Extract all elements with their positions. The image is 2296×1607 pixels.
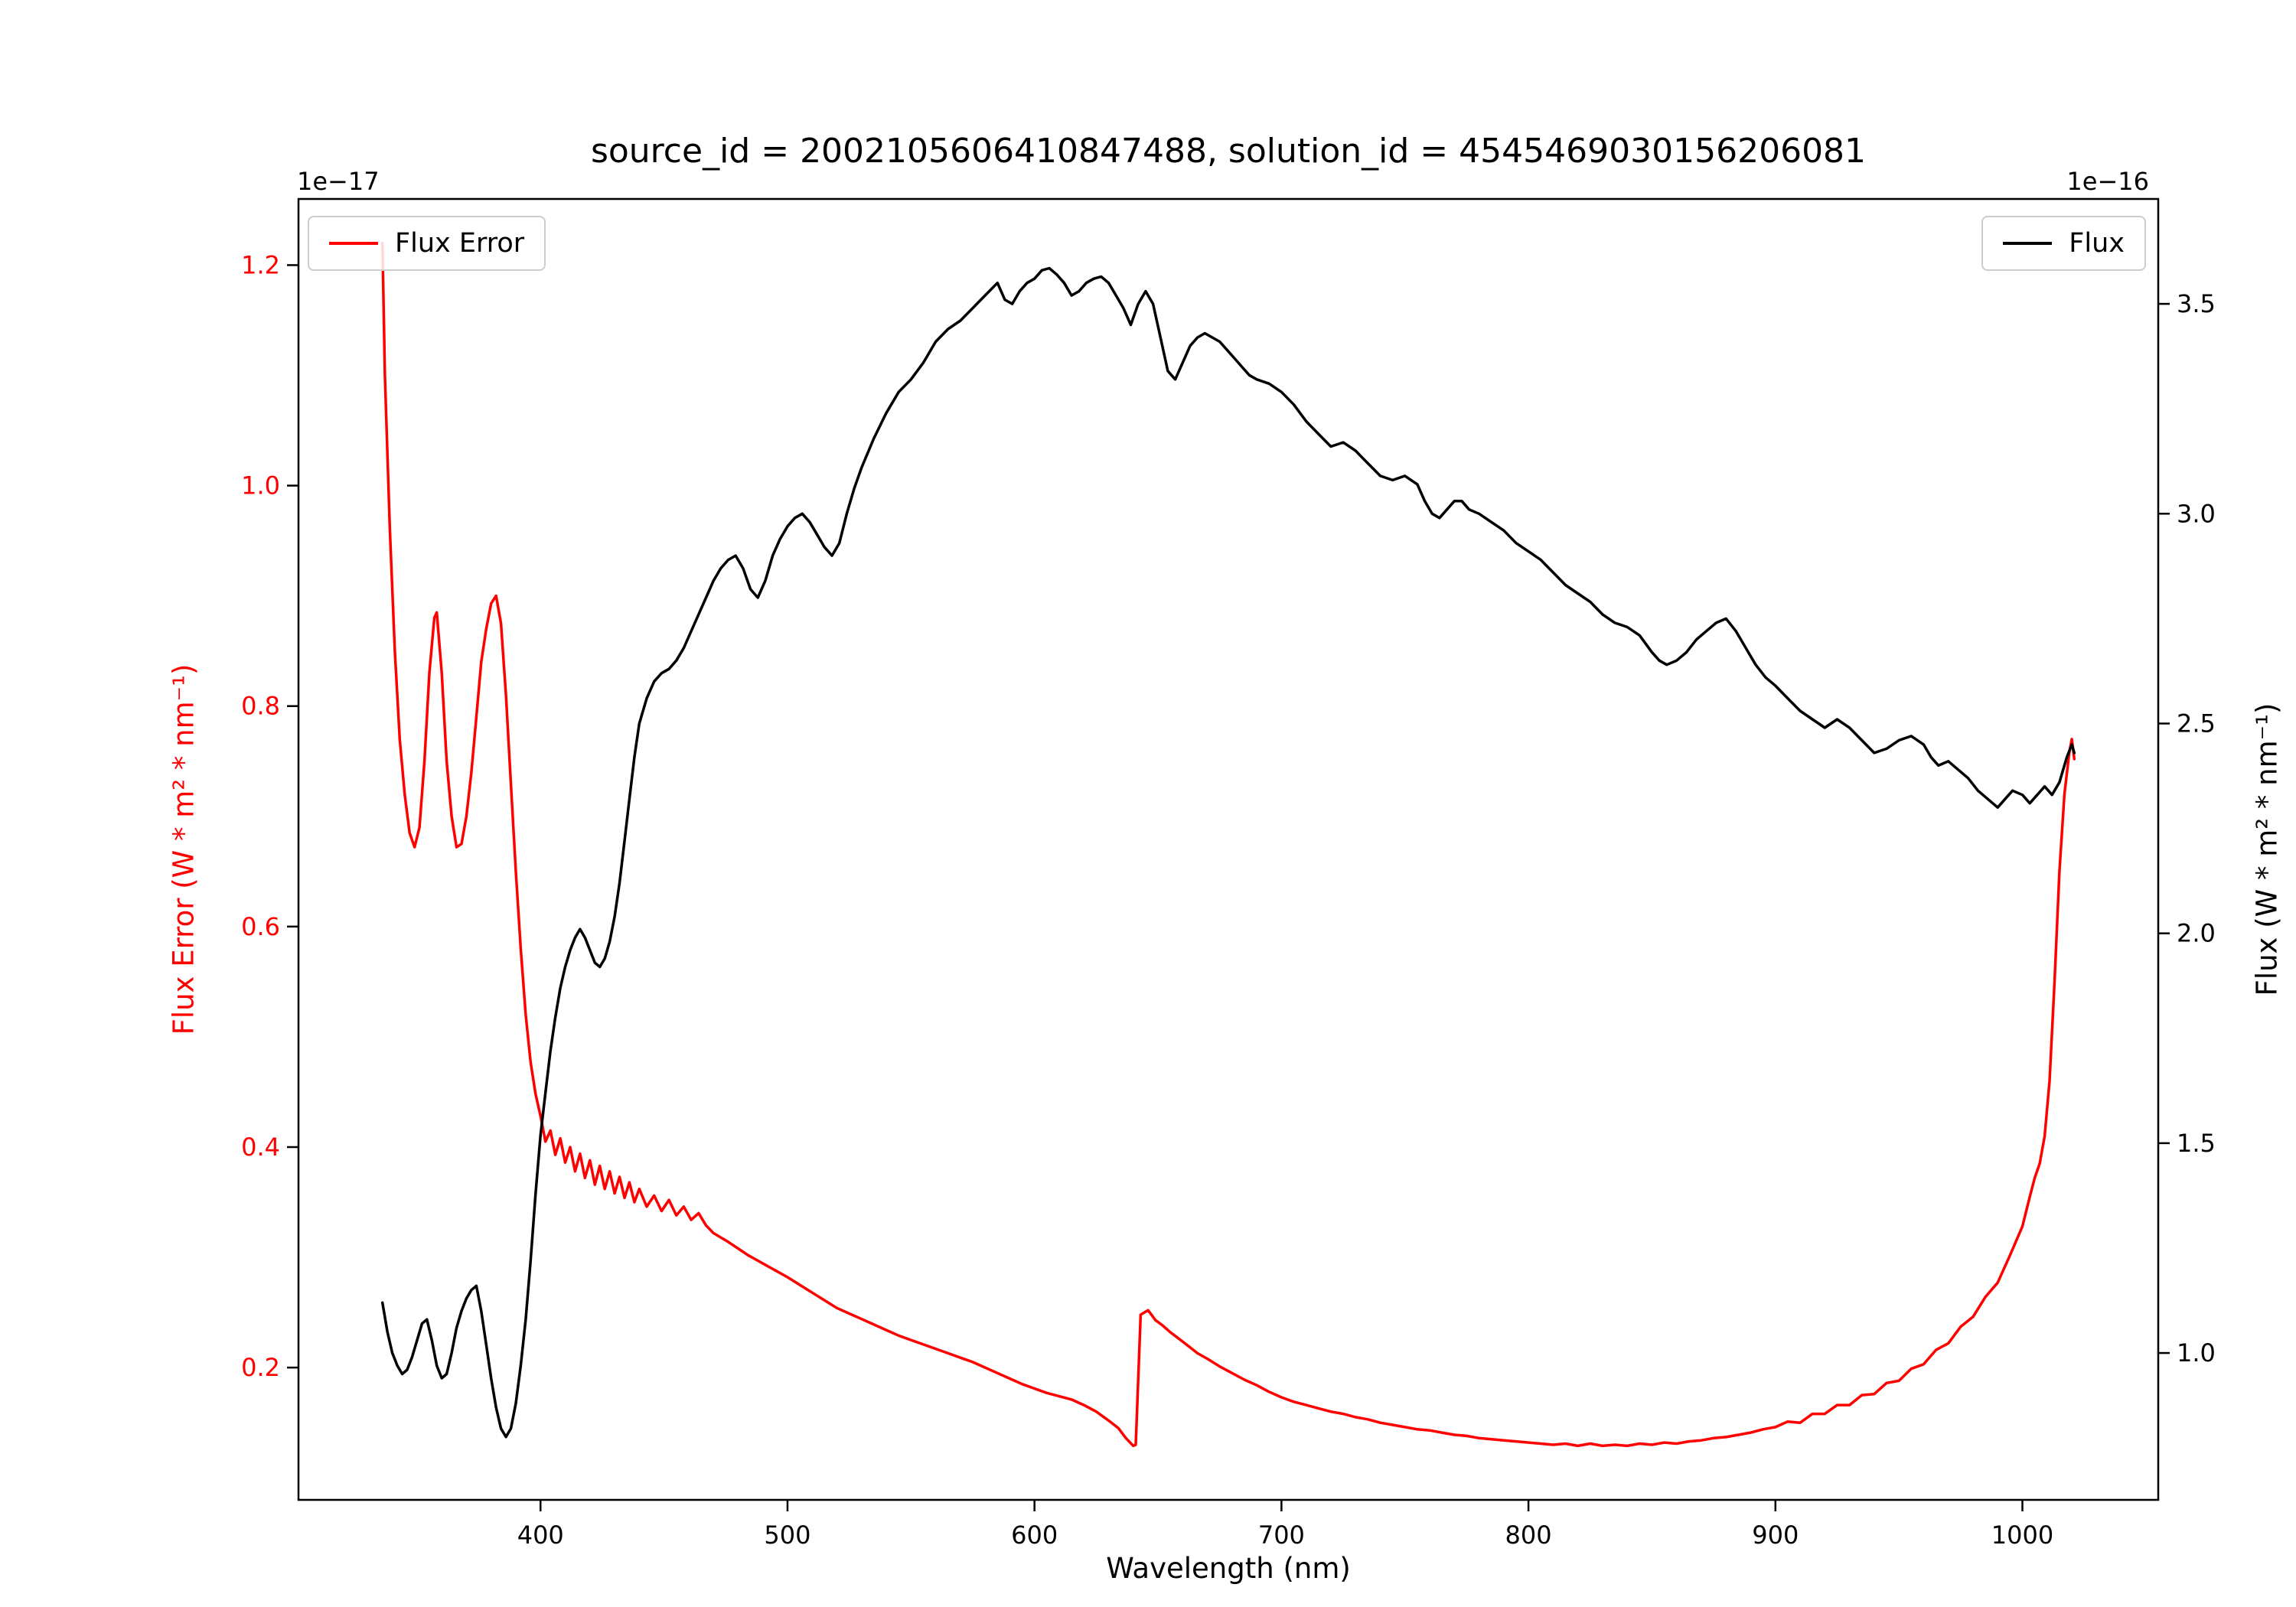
x-tick-label: 900 (1752, 1521, 1799, 1550)
x-tick-label: 500 (764, 1521, 810, 1550)
left-y-tick-label: 1.0 (241, 471, 280, 500)
right-y-axis-label: Flux (W * m² * nm⁻¹) (2250, 702, 2284, 996)
x-tick-label: 1000 (1991, 1521, 2053, 1550)
flux-line-sample (2003, 242, 2053, 245)
legend-flux-error-label: Flux Error (395, 228, 525, 259)
left-y-tick-label: 0.8 (241, 692, 280, 721)
right-y-tick-label: 1.0 (2177, 1338, 2216, 1367)
right-y-tick-label: 1.5 (2177, 1129, 2216, 1158)
flux-line (380, 266, 2076, 1439)
left-y-tick-label: 0.2 (241, 1353, 280, 1382)
x-tick-label: 600 (1011, 1521, 1058, 1550)
right-y-tick-label: 2.5 (2177, 709, 2216, 738)
legend-flux-label: Flux (2069, 228, 2125, 259)
legend-flux-error: Flux Error (308, 216, 546, 271)
x-tick-label: 400 (517, 1521, 564, 1550)
right-y-tick-label: 3.5 (2177, 289, 2216, 318)
flux-error-line (380, 241, 2076, 1448)
axes-frame (297, 197, 2160, 1501)
flux-error-line-sample (329, 242, 378, 245)
left-y-axis-label: Flux Error (W * m² * nm⁻¹) (167, 663, 201, 1035)
right-y-tick-label: 3.0 (2177, 499, 2216, 528)
x-axis-label: Wavelength (nm) (1106, 1552, 1351, 1585)
left-y-tick-label: 0.4 (241, 1133, 280, 1162)
x-tick-label: 800 (1505, 1521, 1552, 1550)
left-y-tick-label: 1.2 (241, 250, 280, 279)
legend-flux: Flux (1981, 216, 2146, 271)
right-y-tick-label: 2.0 (2177, 919, 2216, 948)
x-tick-label: 700 (1258, 1521, 1305, 1550)
chart-title: source_id = 2002105606410847488, solutio… (590, 132, 1867, 171)
left-axis-offset-text: 1e−17 (297, 167, 380, 196)
left-y-tick-label: 0.6 (241, 912, 280, 941)
right-axis-offset-text: 1e−16 (2066, 167, 2149, 196)
